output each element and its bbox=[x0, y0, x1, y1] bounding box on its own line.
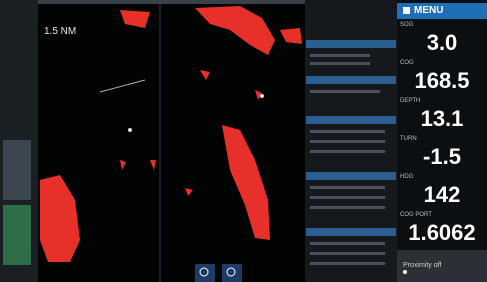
side-button[interactable] bbox=[3, 205, 31, 265]
footer-dot bbox=[403, 270, 407, 274]
zoom-in[interactable] bbox=[222, 264, 242, 282]
zoom-out[interactable] bbox=[195, 264, 215, 282]
instrument-label: COG PORT bbox=[400, 212, 432, 218]
target bbox=[128, 128, 132, 132]
footer-label: Proximity off bbox=[403, 262, 441, 269]
side-button[interactable] bbox=[3, 140, 31, 200]
instrument-label: SOG bbox=[400, 22, 413, 28]
instrument-value: 3.0 bbox=[397, 30, 487, 56]
menu-icon bbox=[403, 7, 410, 14]
instrument-value: 1.6062 bbox=[397, 220, 487, 246]
radar-screen: 1.5 NM MENU Proximity off SOG 3.0 COG 168.5… bbox=[0, 0, 487, 282]
instrument-label: COG bbox=[400, 60, 414, 66]
range-label: 1.5 NM bbox=[44, 26, 76, 37]
instrument-label: HDG bbox=[400, 174, 413, 180]
instrument-value: 168.5 bbox=[397, 68, 487, 94]
instrument-label: DEPTH bbox=[400, 98, 420, 104]
instrument-value: 142 bbox=[397, 182, 487, 208]
target bbox=[260, 94, 264, 98]
menu-label[interactable]: MENU bbox=[414, 5, 443, 16]
instrument-value: 13.1 bbox=[397, 106, 487, 132]
instrument-value: -1.5 bbox=[397, 144, 487, 170]
top-bar bbox=[38, 0, 305, 4]
instrument-label: TURN bbox=[400, 136, 417, 142]
